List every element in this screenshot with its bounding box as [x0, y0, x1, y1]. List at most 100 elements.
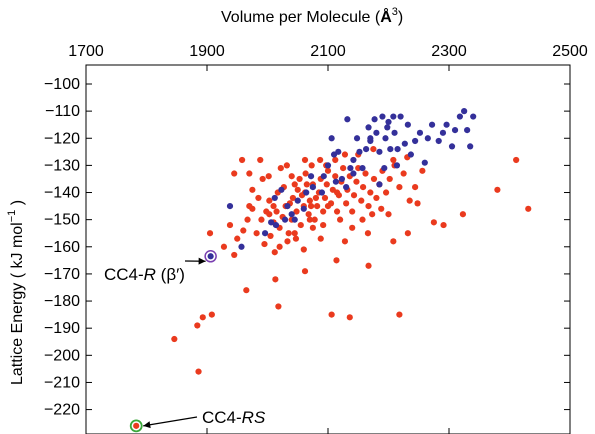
red-point: [440, 221, 447, 229]
arrow-head: [143, 421, 151, 429]
blue-point: [284, 202, 291, 210]
red-point: [283, 162, 290, 169]
blue-point: [376, 181, 383, 188]
red-point: [265, 173, 272, 180]
highlight-ring: [204, 250, 217, 263]
red-point: [206, 230, 214, 237]
red-point: [244, 216, 251, 223]
blue-point: [384, 124, 391, 131]
red-point: [257, 156, 264, 164]
red-point: [291, 181, 298, 188]
blue-point: [238, 243, 245, 250]
red-point: [294, 186, 301, 193]
x-axis-unit: Å: [380, 7, 392, 26]
red-point: [349, 224, 356, 231]
red-point: [365, 262, 372, 269]
red-point: [300, 246, 307, 253]
blue-point: [356, 148, 363, 155]
red-point: [272, 276, 279, 283]
x-tick-label: 1700: [68, 43, 104, 60]
blue-point: [332, 178, 339, 185]
red-point: [353, 178, 360, 185]
x-axis-title-text: Volume per Molecule: [221, 9, 371, 26]
red-point: [367, 189, 374, 196]
red-point: [277, 165, 284, 172]
red-point: [289, 194, 297, 202]
red-point: [323, 181, 330, 188]
red-point: [240, 227, 247, 234]
red-point: [312, 194, 319, 202]
plot-frame: [85, 64, 571, 434]
blue-point: [367, 137, 374, 145]
red-point: [333, 208, 341, 215]
red-point: [350, 192, 358, 199]
blue-point: [448, 143, 456, 150]
blue-point: [412, 137, 419, 145]
y-tick-label: −100: [44, 76, 80, 93]
red-point: [271, 249, 278, 256]
blue-point: [278, 186, 285, 193]
red-point: [266, 197, 273, 204]
red-point: [337, 216, 344, 223]
blue-point: [381, 165, 388, 172]
annotation-prefix: CC4-: [104, 265, 144, 284]
red-point: [386, 175, 393, 183]
y-tick-label: −140: [44, 185, 80, 202]
blue-point: [365, 124, 372, 131]
annotation-cc4-rs: CC4-RS: [202, 408, 266, 427]
red-point: [303, 181, 310, 188]
red-point: [249, 186, 256, 193]
x-tick-labels: 1700 1900 2100 2300 2500: [68, 43, 588, 60]
blue-point: [335, 148, 342, 155]
annotation-suffix: (β′): [156, 265, 185, 284]
red-point: [301, 156, 309, 164]
red-point: [333, 189, 341, 196]
red-point: [370, 146, 377, 153]
x-tick-label: 2100: [310, 43, 346, 60]
red-point: [373, 194, 380, 202]
blue-point: [407, 151, 414, 158]
red-point: [362, 170, 369, 177]
blue-point: [439, 129, 447, 136]
red-point: [412, 183, 419, 191]
red-point: [364, 230, 372, 237]
red-point: [293, 208, 300, 215]
red-point: [171, 335, 178, 343]
y-axis-title-exp: −1: [6, 210, 18, 223]
blue-point: [424, 135, 431, 142]
red-point: [226, 221, 234, 229]
x-axis-title: Volume per Molecule (Å3): [221, 6, 403, 26]
blue-point: [291, 216, 298, 223]
red-point: [309, 224, 316, 231]
red-point: [378, 205, 385, 212]
red-point: [305, 211, 312, 218]
y-tick-label: −110: [45, 103, 80, 120]
blue-point: [303, 189, 310, 196]
red-point: [208, 311, 215, 318]
x-tick-label: 2500: [552, 43, 588, 60]
blue-point: [390, 113, 397, 120]
x-tick-label: 2300: [431, 43, 467, 60]
red-point: [390, 156, 397, 164]
red-point: [273, 208, 280, 215]
red-point: [275, 303, 282, 310]
blue-point: [391, 129, 398, 136]
blue-point: [338, 175, 346, 183]
red-point: [382, 189, 390, 196]
annotation-italic: RS: [242, 408, 266, 427]
red-point: [285, 230, 292, 237]
red-point: [301, 268, 309, 275]
red-point: [320, 208, 327, 215]
red-point: [324, 202, 332, 210]
red-point: [266, 211, 273, 218]
red-point: [359, 216, 366, 223]
blue-point: [271, 194, 278, 202]
y-tick-label: −170: [44, 266, 80, 283]
red-point: [396, 183, 403, 191]
red-point: [231, 170, 238, 177]
red-point: [321, 194, 329, 202]
blue-point: [394, 146, 401, 153]
red-point: [255, 194, 262, 202]
blue-point: [353, 135, 361, 142]
blue-point: [328, 135, 335, 142]
